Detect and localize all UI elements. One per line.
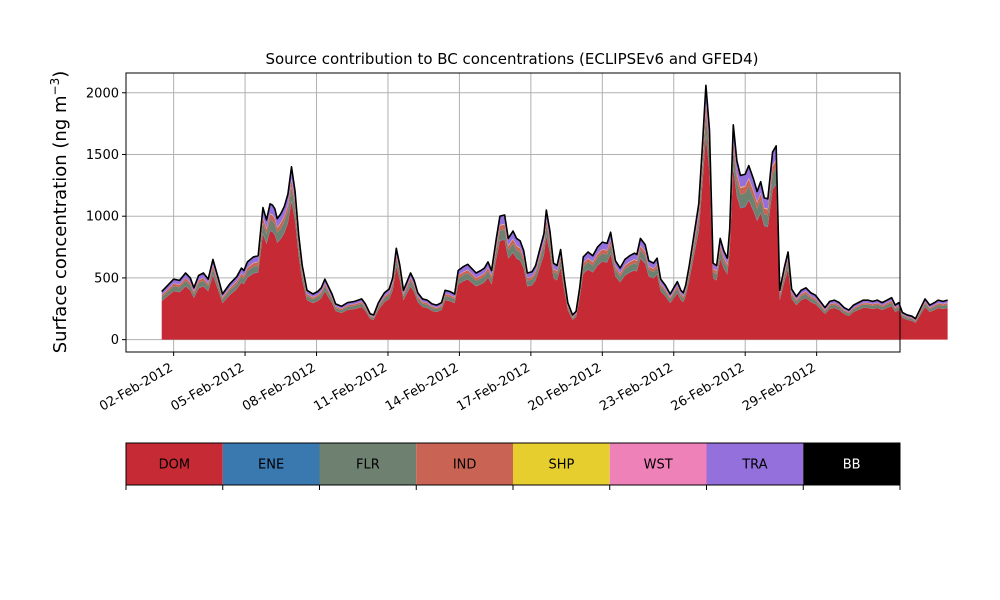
y-tick-label: 2000 (86, 86, 119, 101)
y-axis-label: Surface concentration (ng m−3) (48, 71, 71, 354)
x-tick-label: 11-Feb-2012 (311, 360, 390, 414)
stacked-areas (161, 85, 948, 340)
colorbar-legend: DOM ENE FLR IND SHP WST TRA BB (125, 442, 901, 490)
total-line (161, 84, 948, 320)
x-tick-label: 02-Feb-2012 (97, 360, 176, 414)
legend-label-dom: DOM (159, 458, 190, 473)
legend-swatch-tra (706, 443, 804, 485)
x-tick-label: 05-Feb-2012 (169, 360, 248, 414)
legend-swatch-ene (222, 443, 320, 485)
y-tick-label: 500 (94, 271, 119, 286)
x-axis-ticks: 02-Feb-201205-Feb-201208-Feb-201211-Feb-… (97, 352, 819, 414)
x-tick-label: 26-Feb-2012 (669, 360, 748, 414)
legend-swatch-ind (416, 443, 513, 485)
total-line-group (161, 84, 948, 320)
y-tick-label: 1500 (86, 148, 119, 163)
chart-title: Source contribution to BC concentrations… (265, 50, 758, 68)
y-axis-ticks: 0 500 1000 1500 2000 (86, 86, 126, 348)
x-tick-label: 23-Feb-2012 (597, 360, 676, 414)
plot-frame (125, 72, 901, 353)
legend-swatch-flr (319, 443, 417, 485)
legend-label-wst: WST (644, 458, 673, 473)
x-tick-label: 29-Feb-2012 (740, 360, 819, 414)
y-tick-label: 0 (111, 333, 119, 348)
legend-label-ind: IND (453, 458, 477, 473)
x-tick-label: 20-Feb-2012 (526, 360, 605, 414)
legend-label-bb: BB (843, 458, 861, 473)
area-dom (161, 136, 948, 340)
legend-swatch-bb (803, 443, 900, 485)
x-tick-label: 17-Feb-2012 (454, 360, 533, 414)
legend-label-tra: TRA (741, 458, 767, 473)
x-tick-label: 08-Feb-2012 (240, 360, 319, 414)
legend-label-flr: FLR (356, 458, 380, 473)
y-tick-label: 1000 (86, 210, 119, 225)
x-tick-label: 14-Feb-2012 (383, 360, 462, 414)
legend-swatch-wst (609, 443, 707, 485)
legend-label-shp: SHP (548, 458, 574, 473)
legend-swatch-shp (513, 443, 610, 485)
legend-swatch-dom (126, 443, 223, 485)
legend-label-ene: ENE (258, 458, 284, 473)
